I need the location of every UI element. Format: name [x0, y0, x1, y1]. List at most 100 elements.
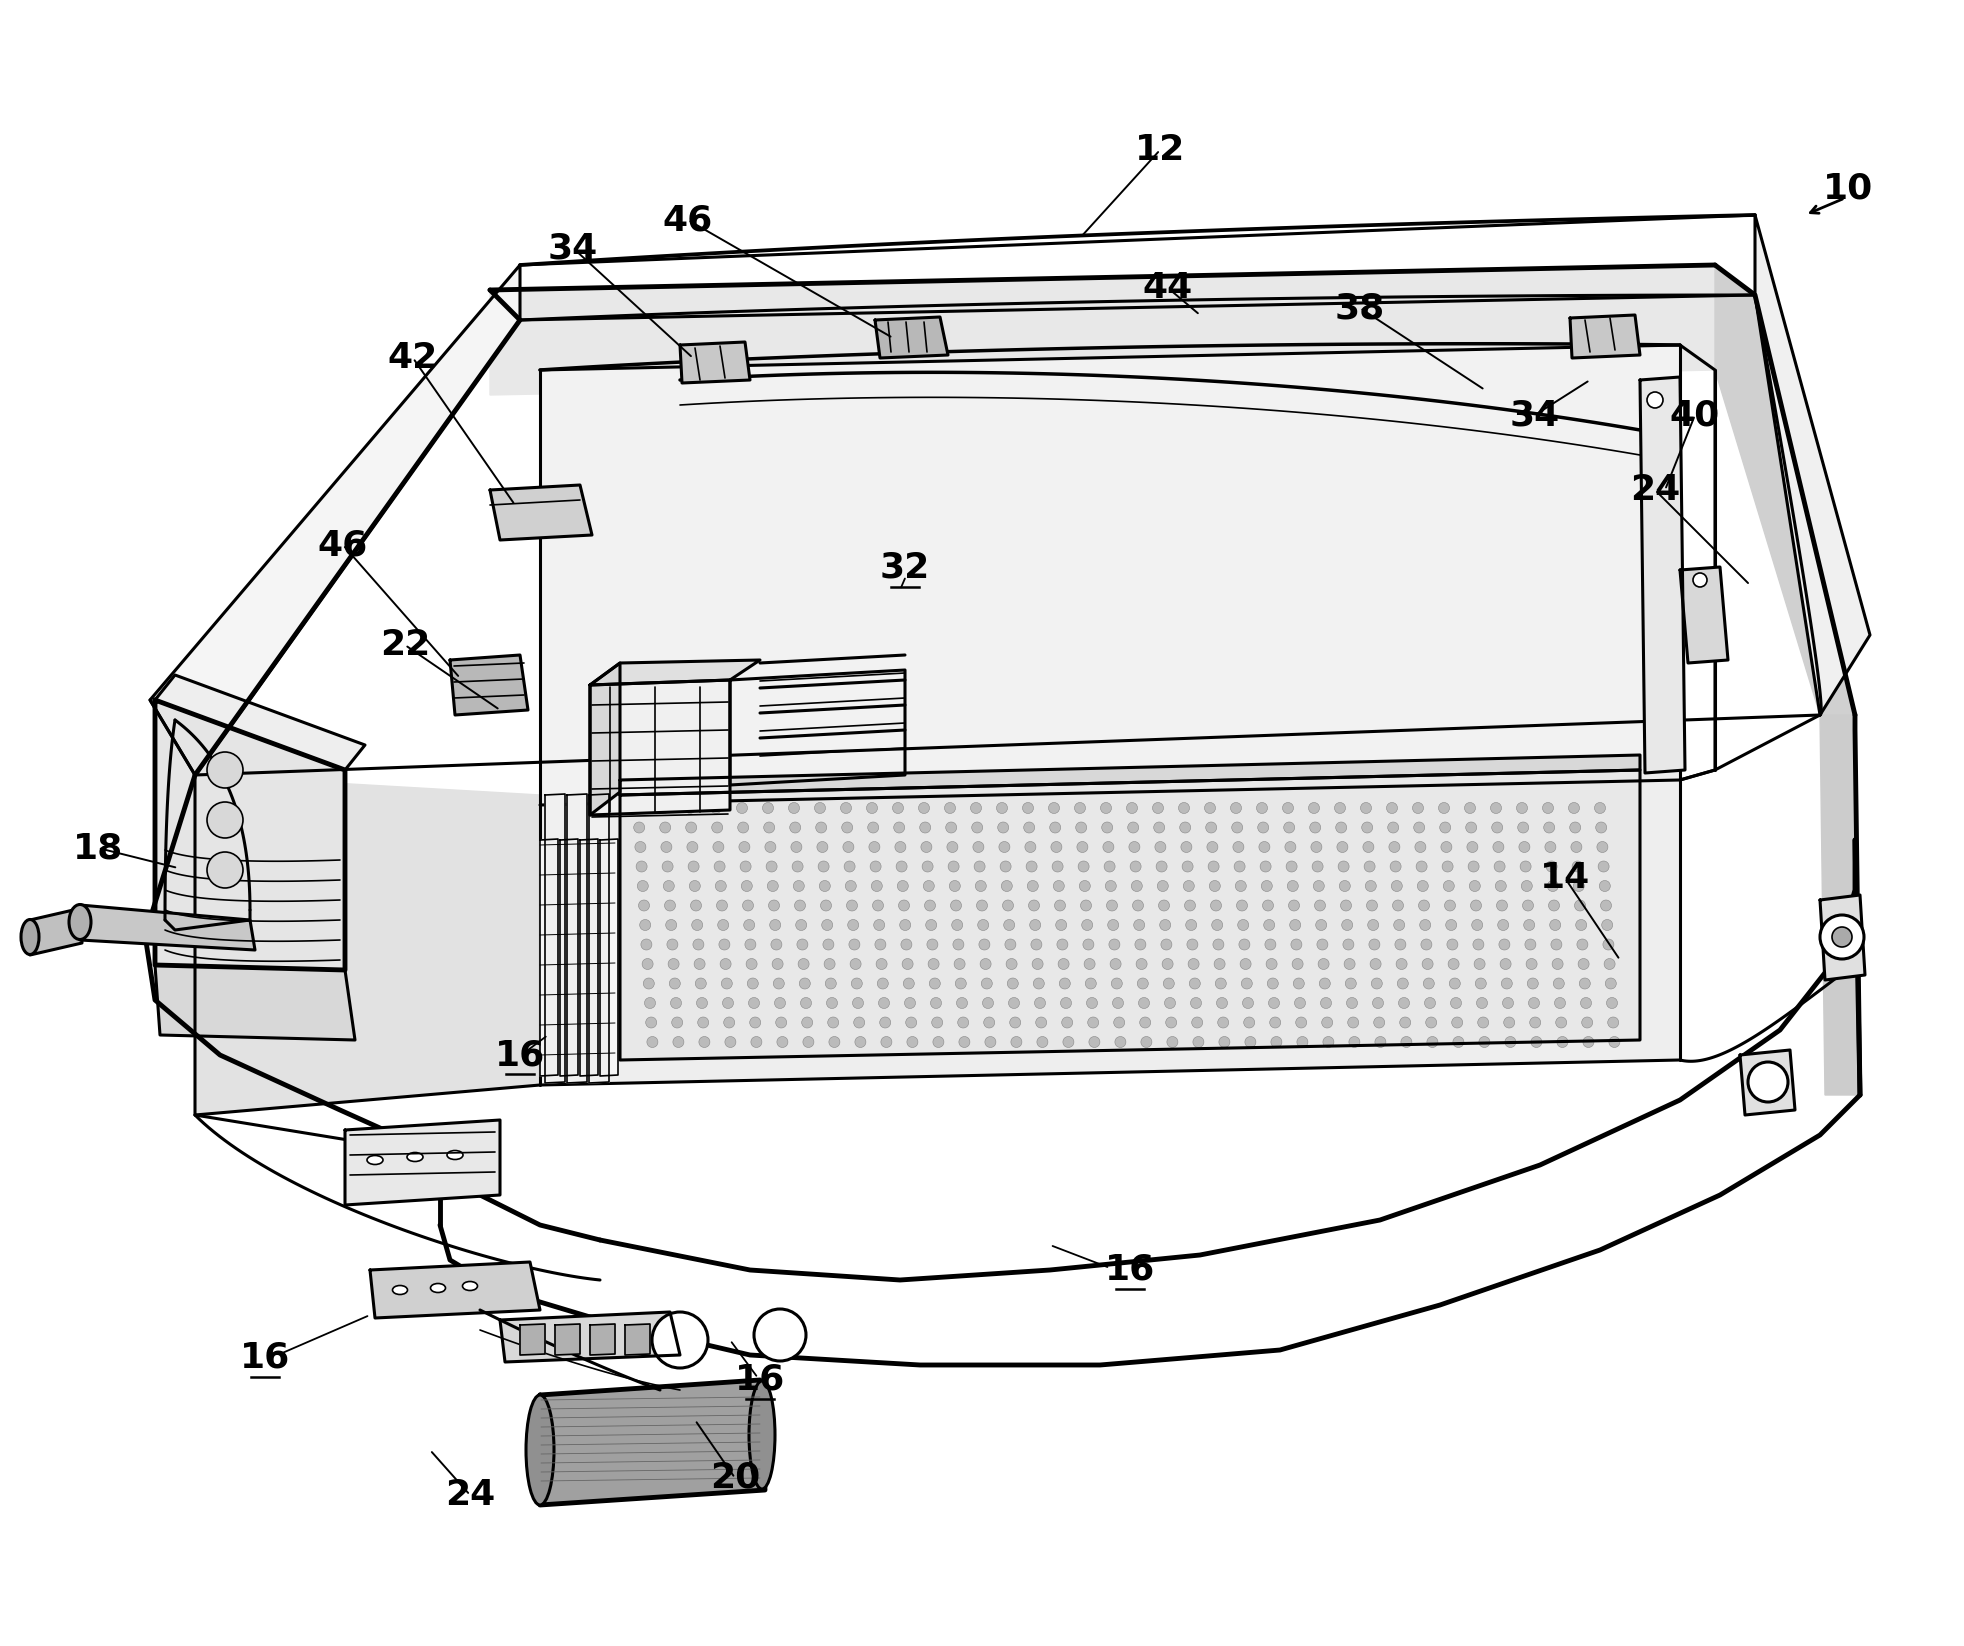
Polygon shape — [589, 793, 609, 1083]
Circle shape — [947, 861, 958, 872]
Circle shape — [1449, 997, 1461, 1009]
Circle shape — [1318, 978, 1330, 989]
Polygon shape — [874, 318, 947, 357]
Circle shape — [974, 861, 984, 872]
Circle shape — [901, 958, 913, 969]
Circle shape — [1469, 881, 1479, 892]
Circle shape — [829, 1037, 839, 1047]
Circle shape — [1316, 920, 1326, 930]
Polygon shape — [489, 265, 1715, 395]
Circle shape — [664, 881, 674, 892]
Circle shape — [711, 821, 723, 833]
Circle shape — [821, 920, 833, 930]
Circle shape — [921, 861, 933, 872]
Circle shape — [1451, 1017, 1461, 1029]
Polygon shape — [489, 486, 591, 540]
Circle shape — [821, 900, 831, 910]
Circle shape — [1447, 958, 1459, 969]
Circle shape — [1282, 803, 1292, 813]
Circle shape — [1493, 861, 1504, 872]
Circle shape — [1084, 958, 1094, 969]
Circle shape — [1208, 881, 1220, 892]
Circle shape — [1178, 803, 1188, 813]
Circle shape — [1027, 881, 1037, 892]
Circle shape — [1312, 861, 1322, 872]
Circle shape — [876, 958, 886, 969]
Circle shape — [1237, 938, 1249, 950]
Circle shape — [1526, 958, 1536, 969]
Circle shape — [852, 1017, 864, 1029]
Circle shape — [689, 881, 699, 892]
Circle shape — [998, 841, 1009, 853]
Circle shape — [951, 920, 962, 930]
Circle shape — [894, 821, 903, 833]
Circle shape — [848, 938, 860, 950]
Circle shape — [636, 861, 646, 872]
Circle shape — [687, 861, 699, 872]
Circle shape — [852, 997, 862, 1009]
Circle shape — [955, 958, 964, 969]
Circle shape — [923, 881, 933, 892]
Circle shape — [974, 881, 986, 892]
Circle shape — [646, 1037, 658, 1047]
Circle shape — [1322, 1017, 1332, 1029]
Circle shape — [1518, 841, 1530, 853]
Polygon shape — [540, 839, 558, 1076]
Circle shape — [1055, 920, 1066, 930]
Circle shape — [956, 997, 966, 1009]
Circle shape — [1339, 881, 1349, 892]
Circle shape — [1233, 861, 1245, 872]
Circle shape — [1290, 938, 1302, 950]
Circle shape — [1312, 881, 1324, 892]
Polygon shape — [579, 839, 597, 1076]
Circle shape — [1593, 803, 1605, 813]
Circle shape — [672, 1037, 683, 1047]
Circle shape — [1074, 821, 1086, 833]
Circle shape — [1243, 1017, 1255, 1029]
Text: 38: 38 — [1334, 291, 1385, 324]
Circle shape — [1369, 958, 1381, 969]
Circle shape — [1131, 881, 1141, 892]
Circle shape — [642, 978, 654, 989]
Circle shape — [1475, 997, 1487, 1009]
Polygon shape — [1819, 895, 1864, 979]
Circle shape — [1035, 1017, 1047, 1029]
Circle shape — [1102, 821, 1112, 833]
Circle shape — [1597, 861, 1609, 872]
Circle shape — [1345, 997, 1357, 1009]
Circle shape — [1693, 573, 1707, 588]
Text: 40: 40 — [1669, 398, 1718, 431]
Text: 24: 24 — [444, 1478, 495, 1513]
Circle shape — [642, 958, 652, 969]
Circle shape — [717, 900, 727, 910]
Circle shape — [1155, 861, 1167, 872]
Circle shape — [1412, 803, 1422, 813]
Circle shape — [868, 841, 880, 853]
Circle shape — [1544, 821, 1554, 833]
Circle shape — [1178, 821, 1190, 833]
Circle shape — [1023, 821, 1035, 833]
Circle shape — [1516, 803, 1526, 813]
Circle shape — [1318, 958, 1328, 969]
Circle shape — [996, 803, 1008, 813]
Text: 16: 16 — [735, 1363, 786, 1397]
Circle shape — [1391, 881, 1402, 892]
Circle shape — [1216, 997, 1228, 1009]
Circle shape — [1114, 1017, 1123, 1029]
Polygon shape — [346, 1119, 499, 1205]
Circle shape — [795, 920, 807, 930]
Polygon shape — [540, 1379, 764, 1504]
Circle shape — [846, 900, 856, 910]
Polygon shape — [621, 756, 1640, 795]
Text: 14: 14 — [1540, 861, 1589, 895]
Circle shape — [660, 841, 672, 853]
Circle shape — [817, 841, 827, 853]
Circle shape — [1422, 978, 1434, 989]
Circle shape — [1051, 841, 1061, 853]
Circle shape — [980, 978, 992, 989]
Circle shape — [929, 978, 941, 989]
Circle shape — [1110, 958, 1121, 969]
Circle shape — [1528, 1017, 1540, 1029]
Polygon shape — [520, 1323, 544, 1355]
Circle shape — [662, 861, 674, 872]
